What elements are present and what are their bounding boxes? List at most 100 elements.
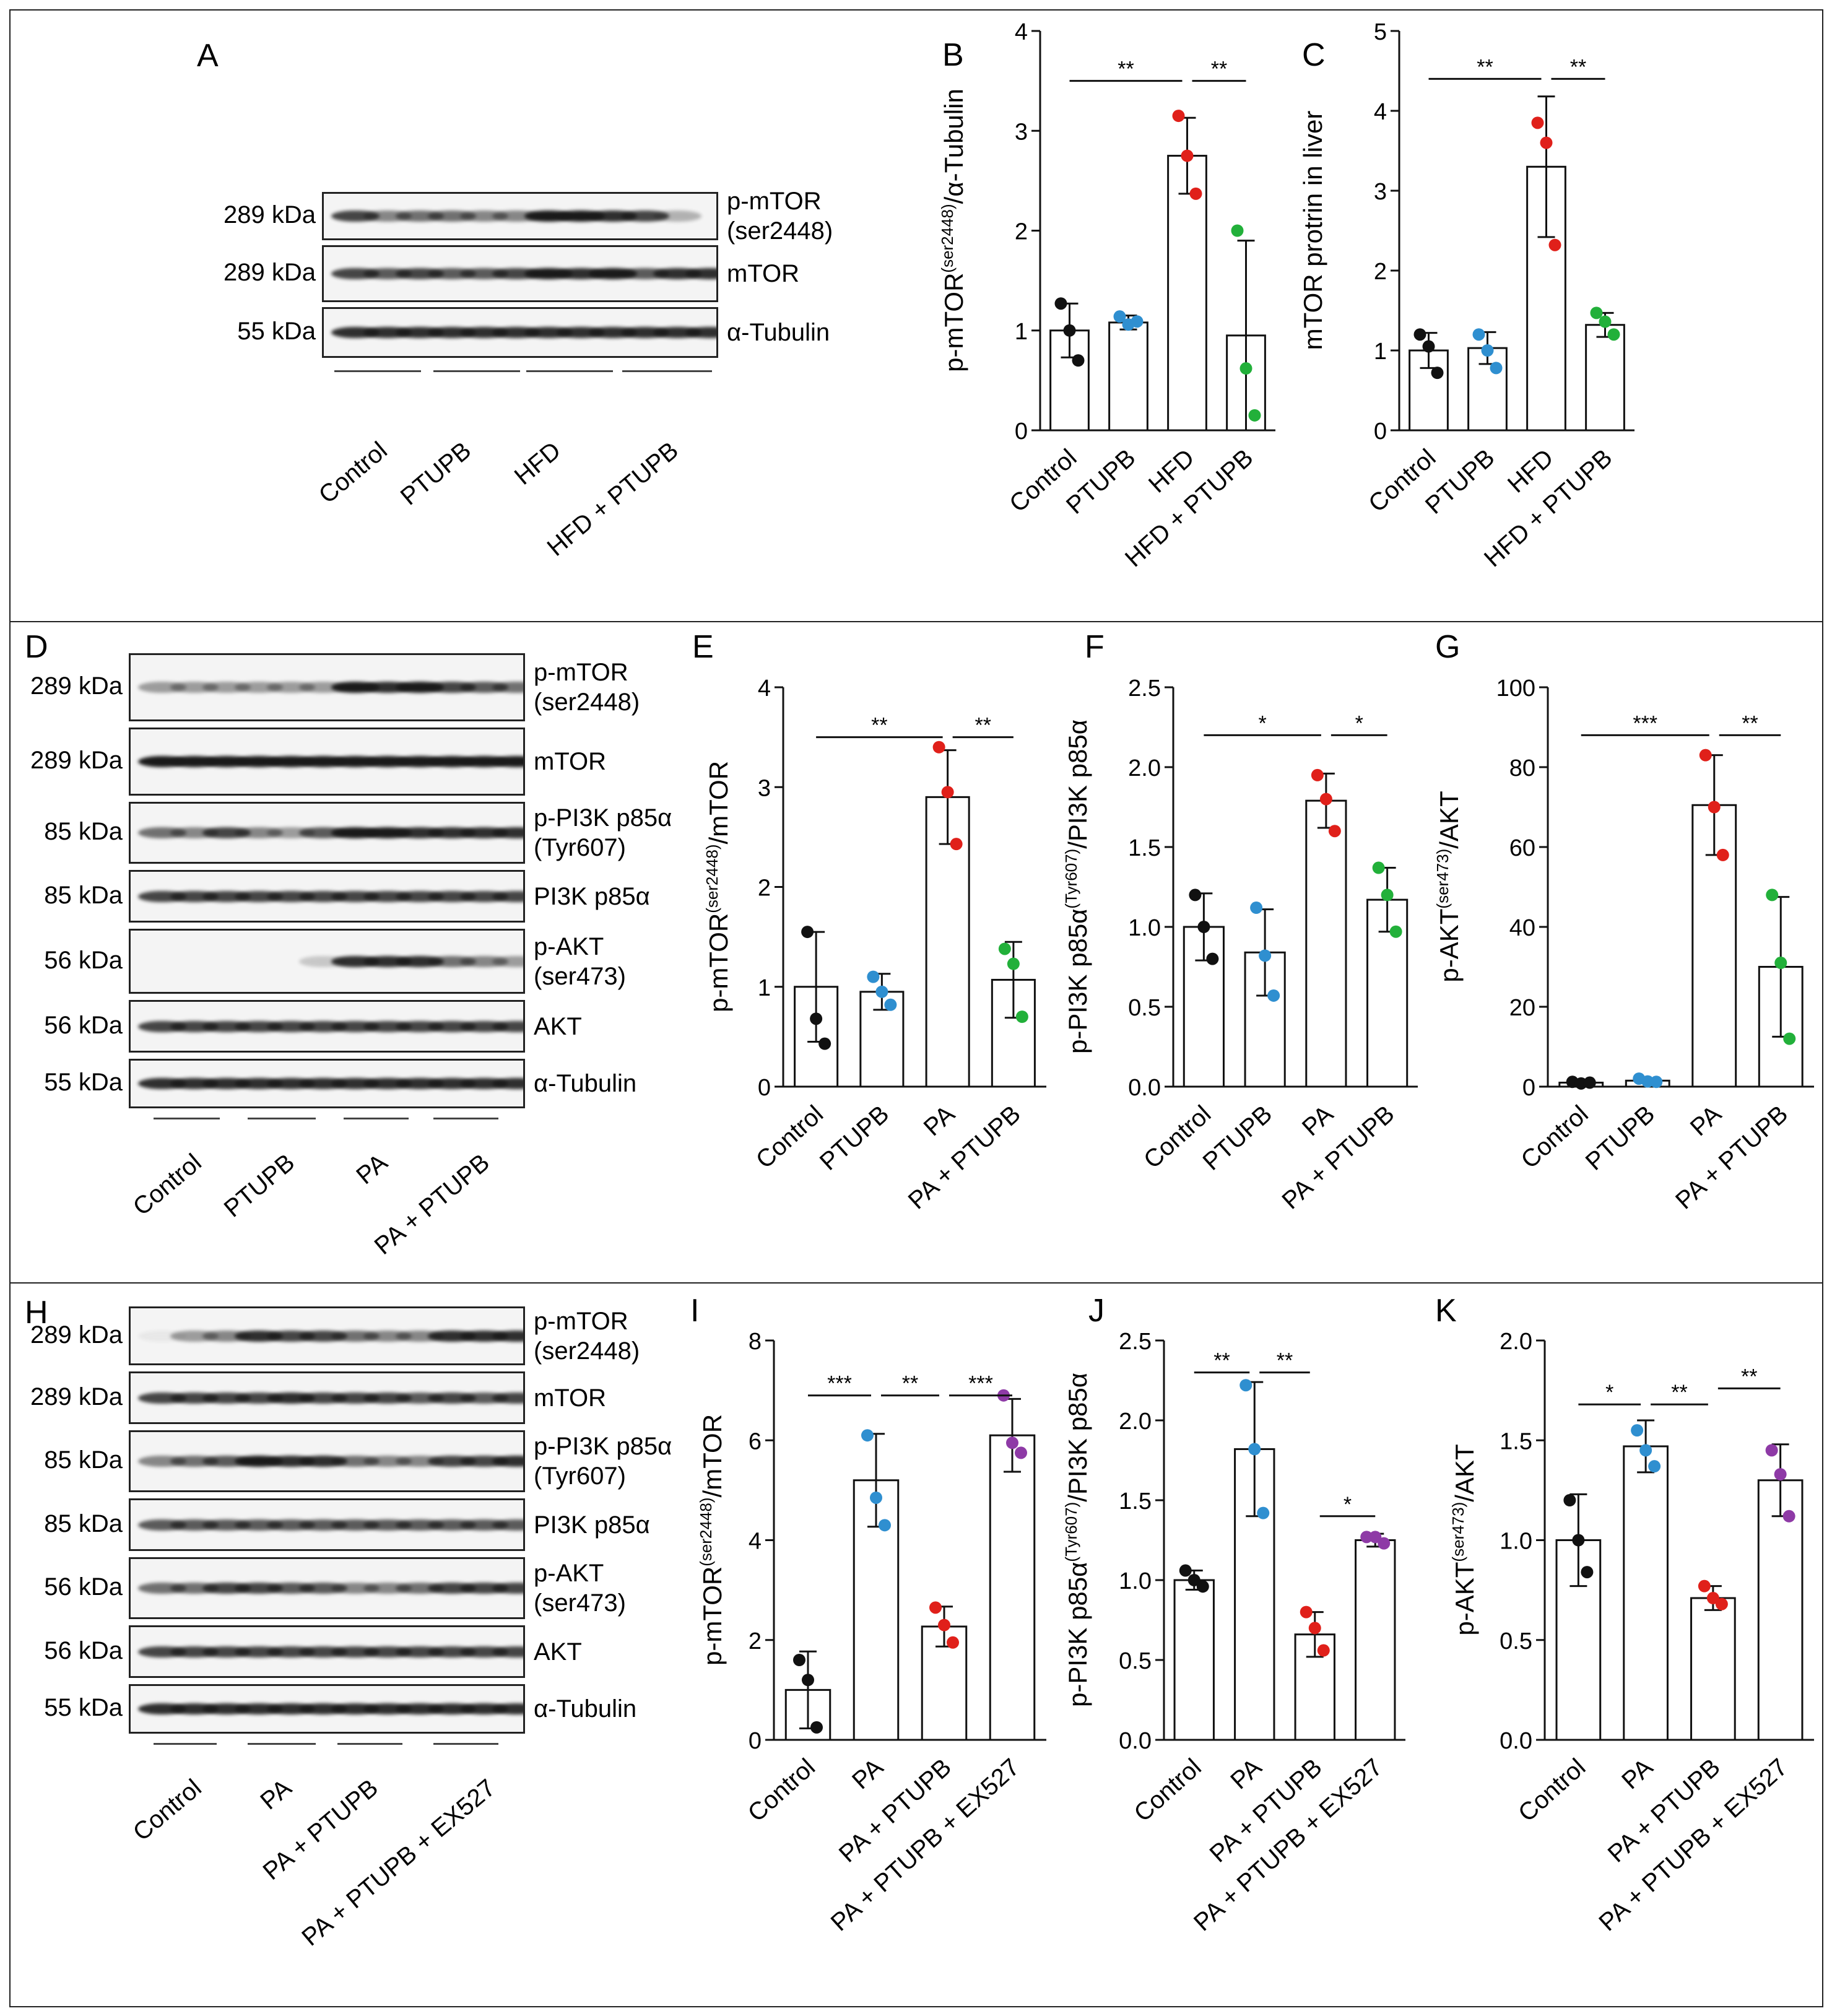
western-blot-strip [129,1000,525,1053]
bar [1585,324,1625,432]
molecular-weight-label: 289 kDa [30,1383,123,1410]
data-point [941,786,954,799]
x-tick-label: PA [1297,1100,1339,1142]
data-point [884,998,897,1011]
data-point [938,1618,950,1631]
y-tick-label: 100 [1496,676,1535,702]
protein-label: PI3K p85α [534,882,650,910]
data-point [1317,1644,1330,1657]
data-point [1239,362,1252,375]
data-point [810,1012,823,1025]
protein-label: AKT [534,1638,582,1666]
y-tick-label: 0.5 [1119,1648,1152,1674]
significance-label: ** [1741,1365,1757,1388]
data-point [1189,187,1202,200]
data-point [1328,825,1341,838]
y-tick-label: 4 [758,676,771,702]
western-blot-strip [129,1557,525,1619]
data-point [1783,1032,1796,1045]
western-blot-strip [129,929,525,994]
y-tick-label: 1.0 [1500,1529,1532,1555]
y-tick-label: 2 [1374,259,1387,285]
molecular-weight-label: 289 kDa [224,259,316,286]
y-tick-label: 0 [758,1075,771,1101]
panel-label-E: E [692,629,714,665]
data-point [1369,1531,1382,1544]
chart-K: K 0.0 0.5 1.0 1.5 2.0 p-AKT(ser473)/AKT Control… [1435,1293,1814,1937]
chart-B: B01234p-mTOR(ser2448)/α-TubulinControlPT… [938,19,1275,572]
y-tick-label: 2.5 [1119,1329,1152,1355]
data-point [1563,1494,1576,1506]
blot-band [138,1330,186,1342]
data-point [1172,110,1185,123]
y-tick-label: 2.0 [1500,1329,1532,1355]
bar [1690,1597,1736,1741]
data-point [1196,1580,1209,1593]
blot-band [138,682,186,693]
molecular-weight-label: 56 kDa [44,946,123,974]
x-tick-label: PA + PTUPB [1277,1100,1399,1215]
y-tick-label: 1 [1015,319,1028,345]
data-point [1431,367,1444,380]
significance-label: ** [1742,711,1758,735]
blot-band [685,327,716,338]
data-point [1599,315,1612,328]
y-axis-label: p-AKT(ser473)/AKT [1449,1444,1479,1635]
blot-band [492,1330,523,1342]
data-point [870,1491,882,1504]
protein-label: α-Tubulin [534,1070,637,1097]
data-point [1708,801,1721,814]
blot-band [492,1392,523,1404]
data-point [950,838,963,851]
western-blot-strip [129,1371,525,1424]
y-axis-label: p-PI3K p85α(Tyr607)/PI3K p85α [1062,719,1092,1054]
molecular-weight-label: 289 kDa [30,672,123,700]
x-tick-label: Control [743,1753,820,1827]
blot-band [492,682,523,693]
y-tick-label: 3 [1374,179,1387,205]
data-point [1131,315,1144,328]
data-point [1699,749,1712,762]
data-point [1015,1446,1027,1459]
group-underline [337,1743,402,1745]
data-point [1648,1460,1661,1473]
data-point [1389,925,1402,938]
western-blot-strip [322,192,718,240]
data-point [1187,1574,1200,1586]
significance-label: ** [902,1372,918,1396]
data-point [1259,949,1272,962]
x-tick-label: PTUPB [815,1100,895,1176]
data-point [1774,957,1787,970]
panel-label-C: C [1302,37,1326,73]
data-point [1413,328,1426,341]
data-point [1248,1443,1261,1456]
data-point [1319,793,1332,806]
data-point [1378,1537,1391,1550]
data-point [1782,1510,1795,1523]
x-tick-label: PA [847,1753,888,1795]
data-point [802,1674,814,1687]
y-tick-label: 2 [1015,219,1028,245]
y-tick-label: 4 [1374,99,1387,125]
y-tick-label: 1.5 [1128,835,1161,861]
data-point [1490,362,1503,375]
bar [1623,1445,1669,1741]
significance-label: ** [1477,55,1493,79]
y-axis-label: p-mTOR(ser2448)/α-Tubulin [938,89,968,372]
data-point [998,942,1011,955]
panel-label-K: K [1435,1293,1457,1329]
data-point [1706,1592,1719,1605]
y-tick-label: 1.0 [1119,1568,1152,1594]
panel-label-I: I [690,1293,699,1329]
data-point [1257,1506,1270,1519]
data-point [1698,1579,1711,1592]
protein-label: α-Tubulin [534,1695,637,1723]
x-tick-label: PA [1617,1753,1658,1795]
data-point [867,970,880,983]
significance-label: ** [975,714,991,737]
data-point [1113,310,1126,323]
significance-label: ** [1570,55,1586,79]
protein-label: AKT [534,1012,582,1040]
